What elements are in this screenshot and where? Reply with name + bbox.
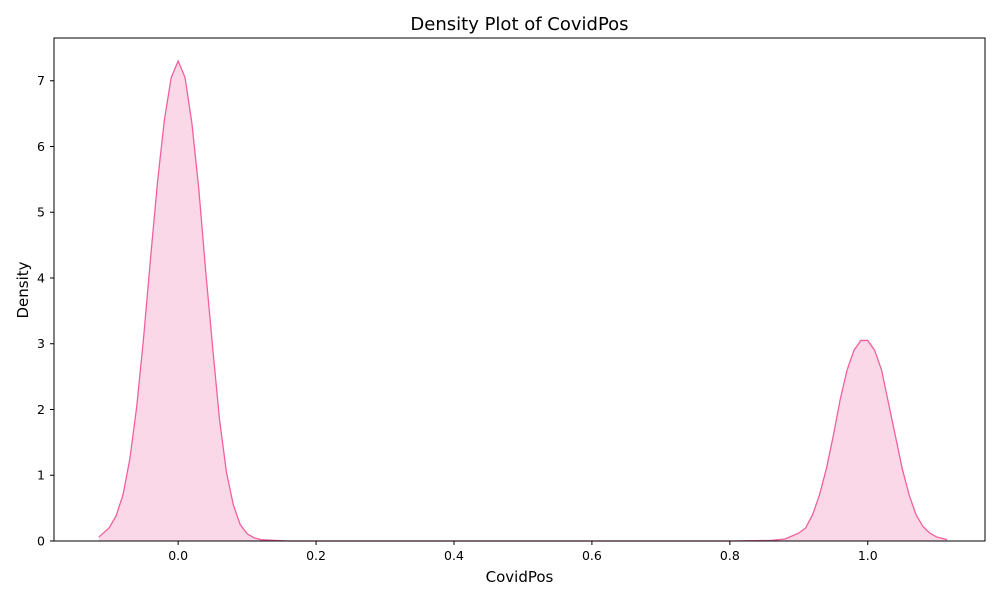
plot-area — [98, 59, 948, 542]
plot-frame — [53, 37, 986, 542]
x-tick-label: 0.8 — [720, 548, 740, 563]
y-tick-label: 6 — [37, 139, 45, 154]
density-fill-area — [98, 61, 948, 541]
x-tick-label: 0.4 — [444, 548, 464, 563]
y-tick-label: 7 — [37, 73, 45, 88]
y-axis-title: Density — [14, 261, 32, 318]
y-axis-ticks: 0 1 2 3 4 5 6 7 — [37, 73, 54, 549]
y-tick-label: 4 — [37, 270, 45, 285]
y-tick-label: 2 — [37, 402, 45, 417]
x-tick-label: 0.0 — [168, 548, 188, 563]
x-axis-ticks: 0.0 0.2 0.4 0.6 0.8 1.0 — [168, 541, 878, 563]
x-tick-label: 0.2 — [306, 548, 326, 563]
chart-title: Density Plot of CovidPos — [410, 14, 628, 35]
y-tick-label: 3 — [37, 336, 45, 351]
y-tick-label: 0 — [37, 534, 45, 549]
x-axis-title: CovidPos — [486, 568, 554, 586]
y-tick-label: 1 — [37, 468, 45, 483]
y-tick-label: 5 — [37, 205, 45, 220]
x-tick-label: 1.0 — [858, 548, 878, 563]
density-curve-line — [98, 59, 948, 542]
x-tick-label: 0.6 — [582, 548, 602, 563]
